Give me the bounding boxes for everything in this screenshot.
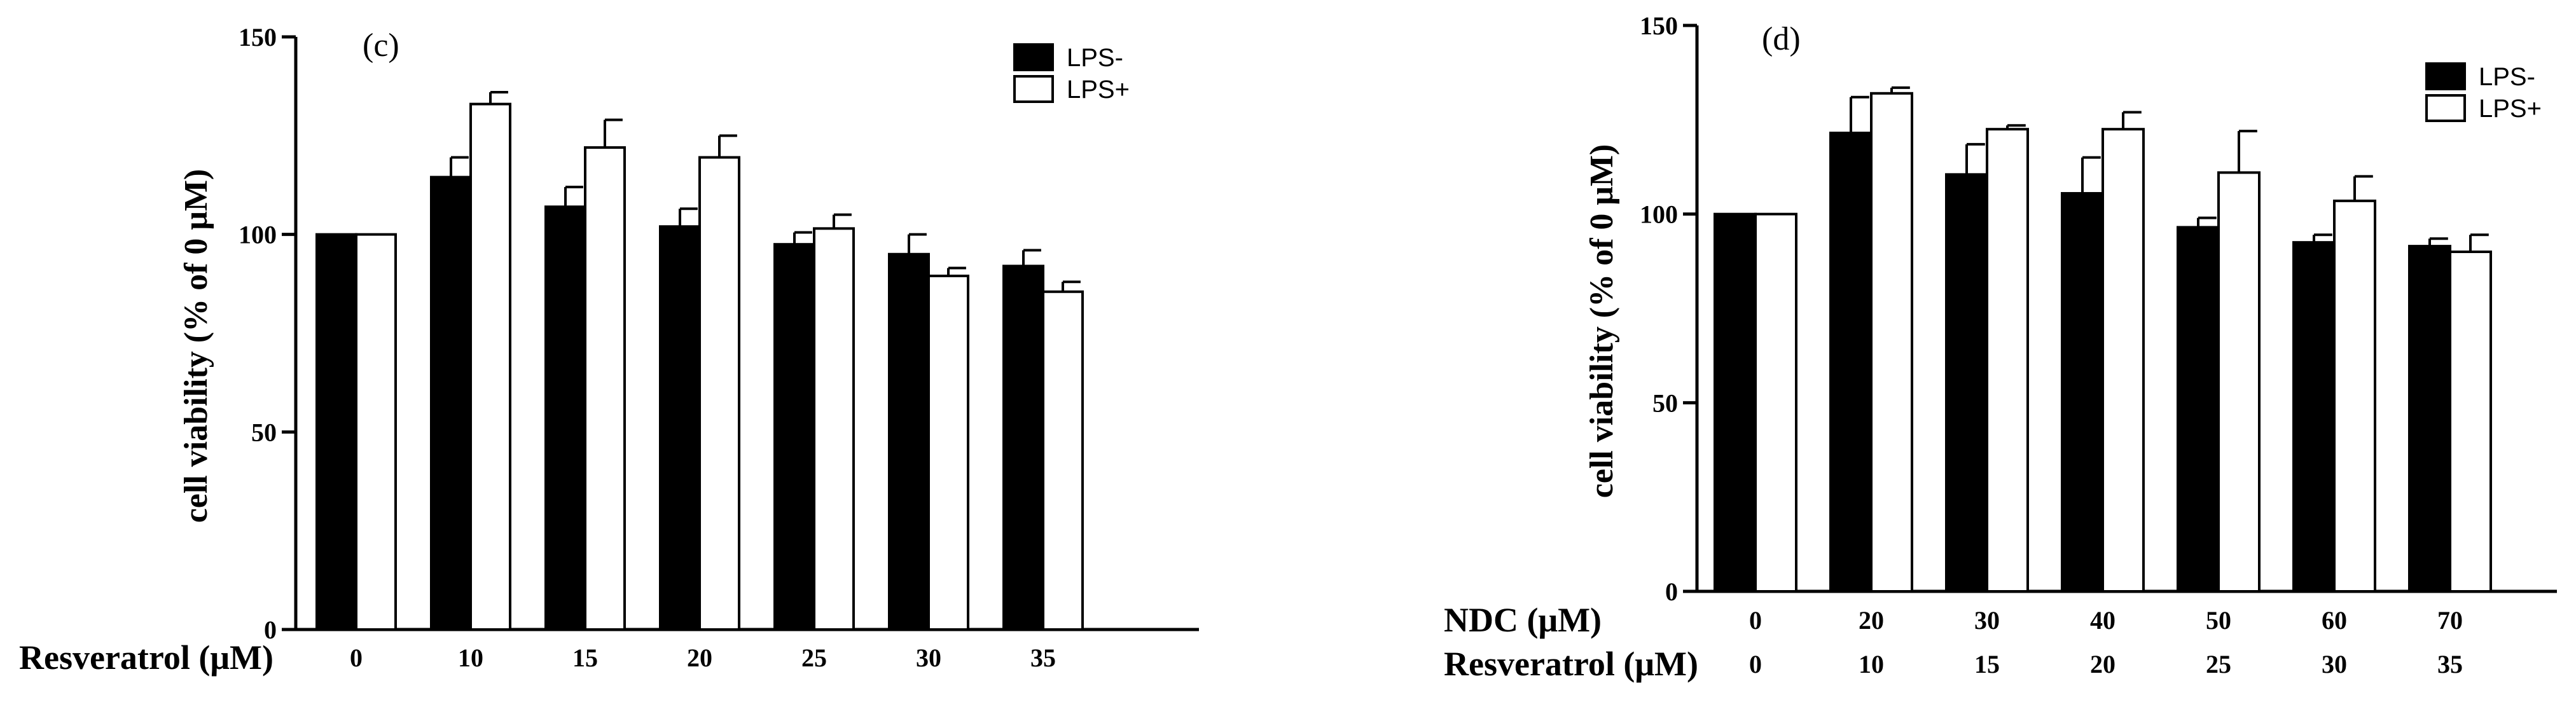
- bar-lps-minus: [2408, 245, 2451, 593]
- x-axis-label: NDC (μM): [1444, 601, 1602, 639]
- bar-lps-plus: [2449, 251, 2492, 593]
- x-tick-label: 15: [572, 644, 598, 672]
- x-tick-label: 35: [1030, 644, 1056, 672]
- y-axis-label: cell viability (% of 0 μM): [1584, 144, 1620, 499]
- x-tick-label: 20: [687, 644, 712, 672]
- bar-lps-plus: [1870, 92, 1913, 593]
- bar-lps-minus: [2177, 226, 2220, 593]
- bar-lps-minus: [430, 176, 472, 631]
- x-tick-label: 15: [1974, 650, 2000, 678]
- bar-lps-plus: [355, 233, 397, 631]
- panel-label: (c): [363, 27, 399, 64]
- bar-lps-plus: [2333, 199, 2376, 593]
- y-tick-label: 50: [1652, 389, 1678, 417]
- legend-swatch-lps-minus: [1013, 43, 1054, 71]
- bar-lps-minus: [773, 243, 815, 631]
- x-tick-label: 0: [1749, 606, 1762, 635]
- bar-lps-plus: [1754, 212, 1797, 593]
- bar-lps-plus: [698, 156, 740, 631]
- bar-lps-minus: [659, 225, 701, 631]
- legend-label: LPS+: [1067, 76, 1130, 104]
- x-tick-label: 70: [2437, 606, 2463, 635]
- x-tick-label: 10: [458, 644, 483, 672]
- x-tick-label: 50: [2206, 606, 2231, 635]
- x-tick-label: 20: [2090, 650, 2116, 678]
- bar-lps-minus: [315, 233, 357, 631]
- x-tick-label: 40: [2090, 606, 2116, 635]
- bar-lps-plus: [2217, 171, 2261, 593]
- bar-lps-minus: [1945, 173, 1988, 593]
- y-tick-label: 150: [239, 23, 277, 52]
- y-tick-label: 150: [1640, 11, 1678, 40]
- bar-lps-minus: [2061, 192, 2104, 593]
- y-tick-label: 0: [1665, 577, 1678, 606]
- bar-lps-minus: [1714, 212, 1757, 593]
- bar-lps-plus: [813, 227, 855, 631]
- legend-label: LPS-: [2479, 63, 2535, 91]
- bar-lps-plus: [1042, 290, 1084, 631]
- legend-swatch-lps-minus: [2425, 62, 2466, 90]
- x-tick-label: 30: [2322, 650, 2347, 678]
- x-tick-label: 10: [1859, 650, 1884, 678]
- bar-lps-minus: [1002, 265, 1044, 631]
- x-axis-label: Resveratrol (μM): [1444, 645, 1698, 683]
- x-tick-label: 60: [2322, 606, 2347, 635]
- y-tick-label: 100: [239, 221, 277, 249]
- bar-lps-minus: [2292, 241, 2336, 593]
- bar-lps-minus: [888, 252, 930, 631]
- x-tick-label: 20: [1859, 606, 1884, 635]
- y-tick-label: 100: [1640, 200, 1678, 229]
- x-tick-label: 0: [350, 644, 363, 672]
- legend-swatch-lps-plus: [2425, 94, 2466, 122]
- bar-lps-minus: [544, 205, 586, 631]
- bar-lps-plus: [469, 102, 511, 631]
- y-tick-label: 0: [264, 616, 277, 644]
- bar-lps-minus: [1829, 132, 1873, 593]
- x-axis-label: Resveratrol (μM): [19, 638, 274, 677]
- panel-label: (d): [1762, 21, 1801, 57]
- legend-label: LPS-: [1067, 44, 1123, 72]
- x-tick-label: 0: [1749, 650, 1762, 678]
- legend-swatch-lps-plus: [1013, 75, 1054, 103]
- x-tick-label: 35: [2437, 650, 2463, 678]
- y-tick-label: 50: [251, 418, 277, 446]
- legend-label: LPS+: [2479, 95, 2542, 123]
- bar-lps-plus: [584, 146, 626, 631]
- x-tick-label: 25: [801, 644, 827, 672]
- y-axis-label: cell viability (% of 0 μM): [178, 169, 214, 523]
- bar-lps-plus: [927, 274, 969, 631]
- bar-lps-plus: [2102, 128, 2145, 593]
- x-tick-label: 25: [2206, 650, 2231, 678]
- bar-lps-plus: [1986, 128, 2029, 593]
- x-tick-label: 30: [916, 644, 941, 672]
- x-tick-label: 30: [1974, 606, 2000, 635]
